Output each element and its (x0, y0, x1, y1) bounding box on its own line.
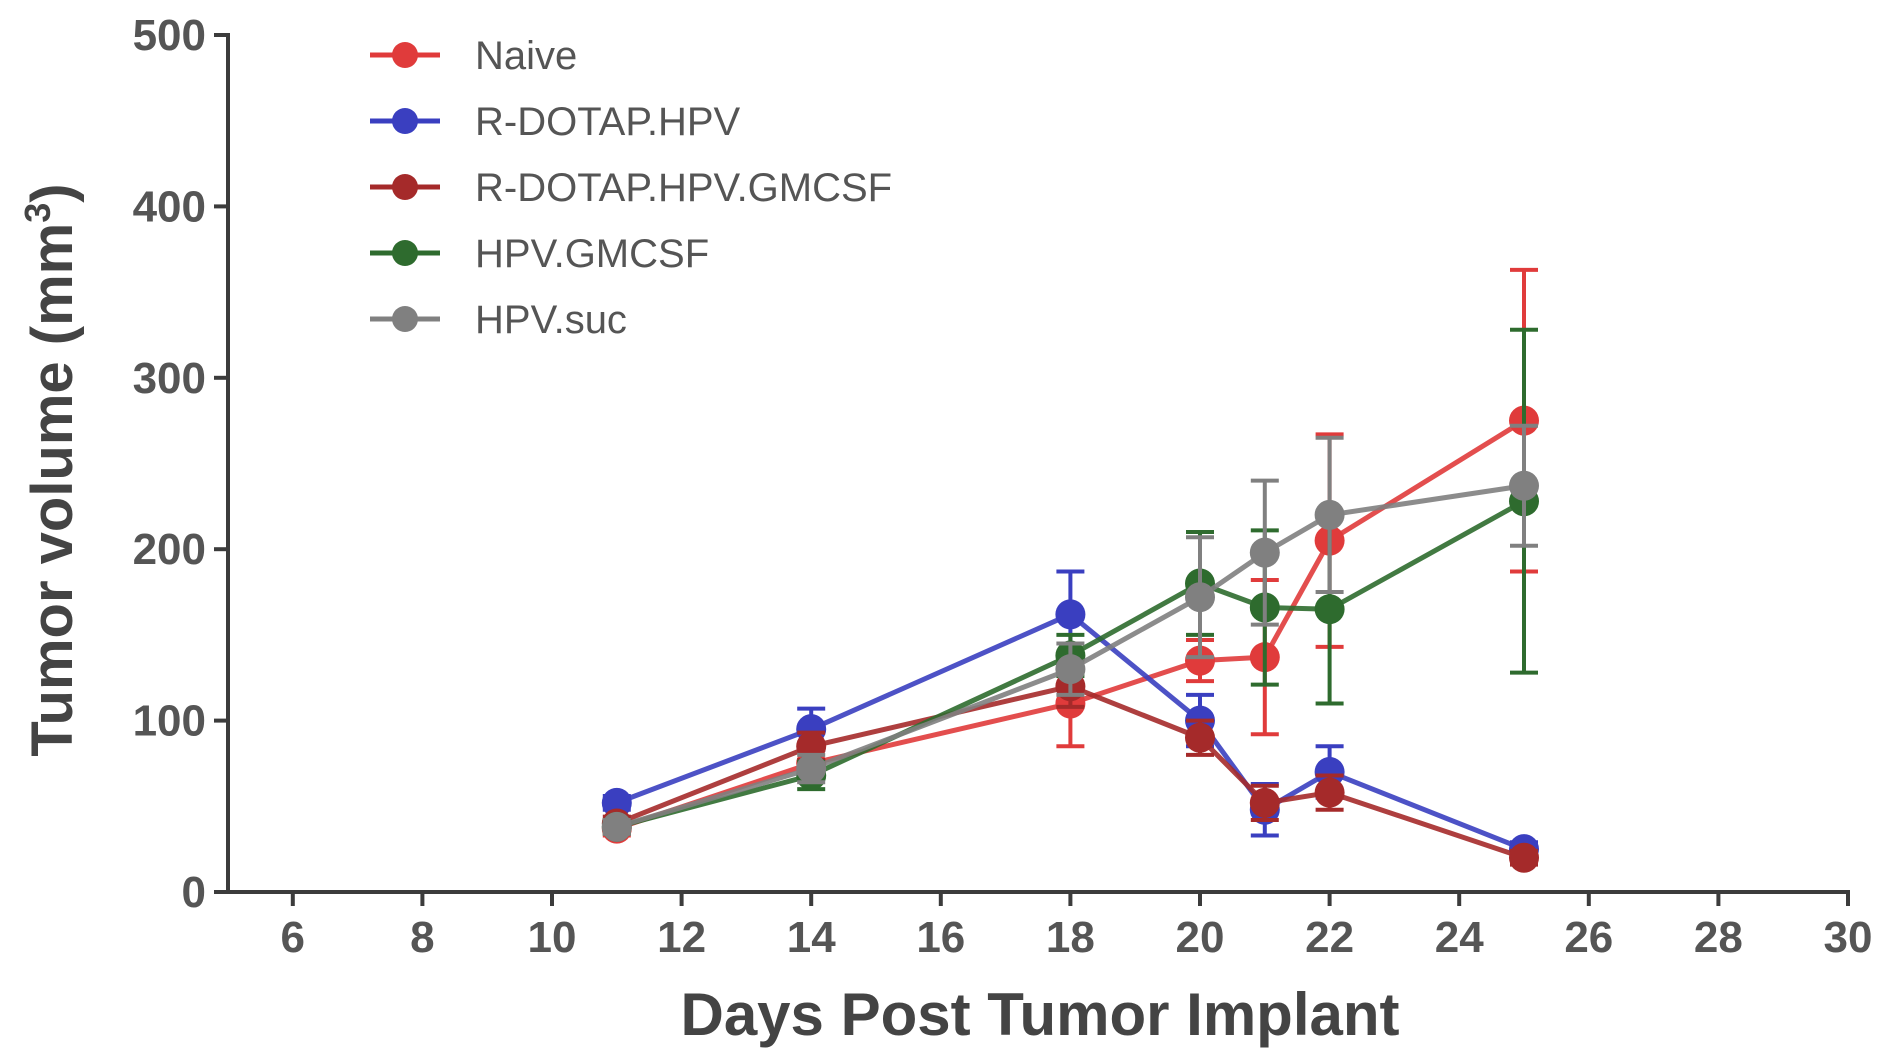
legend-entry: HPV.GMCSF (370, 232, 709, 276)
x-tick-label: 24 (1435, 913, 1484, 962)
legend-label: R-DOTAP.HPV.GMCSF (475, 166, 892, 210)
x-tick-label: 26 (1564, 913, 1613, 962)
x-tick-label: 20 (1176, 913, 1225, 962)
legend-marker (392, 42, 418, 68)
legend-label: Naive (475, 34, 577, 78)
x-tick-label: 12 (657, 913, 706, 962)
x-tick-label: 16 (916, 913, 965, 962)
data-point (1509, 470, 1539, 501)
legend-marker (392, 240, 418, 266)
x-tick-label: 14 (787, 913, 836, 962)
x-ticks: 6 8 10 12 14 16 18 20 22 24 26 28 30 (281, 892, 1873, 962)
legend-label: HPV.GMCSF (475, 232, 709, 276)
legend-marker (392, 108, 418, 134)
y-tick-label: 200 (133, 525, 206, 574)
data-point (1314, 594, 1345, 625)
x-tick-label: 10 (528, 913, 577, 962)
x-tick-label: 6 (281, 913, 305, 962)
x-tick-label: 18 (1046, 913, 1095, 962)
legend-label: R-DOTAP.HPV (475, 100, 741, 144)
data-point (1249, 537, 1280, 568)
legend-entry: R-DOTAP.HPV (370, 100, 741, 144)
data-point (1185, 722, 1215, 753)
data-point (601, 787, 632, 818)
data-point (1055, 599, 1086, 630)
data-point (1249, 787, 1280, 818)
y-tick-label: 0 (182, 868, 206, 917)
x-tick-label: 30 (1824, 913, 1873, 962)
data-point (1185, 645, 1215, 676)
data-point (1055, 654, 1086, 685)
data-point (1509, 842, 1539, 873)
data-point (1314, 777, 1345, 808)
axes: 6 8 10 12 14 16 18 20 22 24 26 28 30 0 100 200 300 400 50… (133, 11, 1873, 962)
data-point (1185, 582, 1215, 613)
x-axis-title: Days Post Tumor Implant (680, 981, 1399, 1048)
data-point (1314, 757, 1345, 788)
y-tick-label: 400 (133, 182, 206, 231)
y-tick-label: 500 (133, 11, 206, 60)
x-tick-label: 22 (1305, 913, 1354, 962)
legend-marker (392, 306, 418, 332)
data-series (601, 267, 1539, 873)
series-hpv-suc (601, 423, 1539, 842)
data-point (796, 753, 827, 784)
y-axis-title: Tumor volume (mm3) (17, 183, 85, 756)
x-tick-label: 28 (1694, 913, 1743, 962)
y-tick-label: 100 (133, 697, 206, 746)
y-ticks: 0 100 200 300 400 500 (133, 11, 228, 917)
legend: Naive R-DOTAP.HPV R-DOTAP.HPV.GMCSF HPV.GMC… (370, 34, 892, 342)
legend-marker (392, 174, 418, 200)
data-point (1314, 499, 1345, 530)
legend-label: HPV.suc (475, 298, 627, 342)
legend-entry: HPV.suc (370, 298, 627, 342)
data-point (601, 811, 632, 842)
y-tick-label: 300 (133, 354, 206, 403)
x-tick-label: 8 (410, 913, 434, 962)
legend-entry: R-DOTAP.HPV.GMCSF (370, 166, 892, 210)
legend-entry: Naive (370, 34, 577, 78)
